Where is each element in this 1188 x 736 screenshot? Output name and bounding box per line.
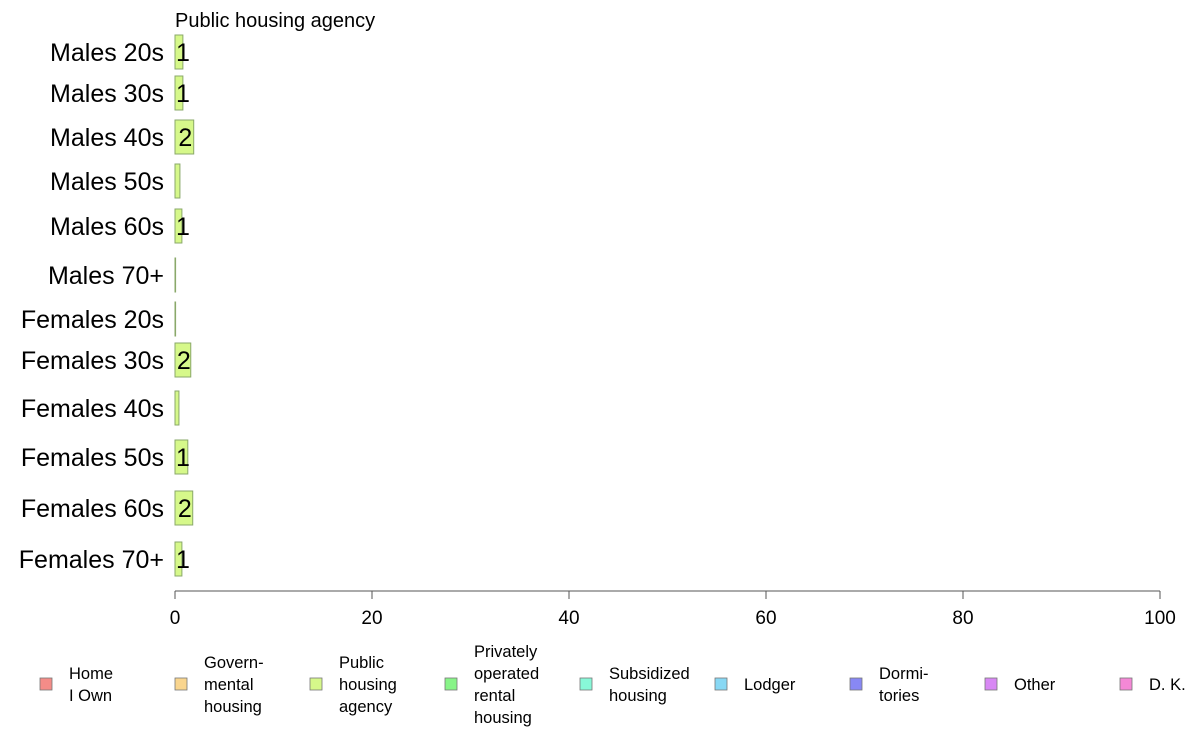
bar bbox=[174, 208, 183, 244]
legend-swatch bbox=[984, 677, 998, 691]
data-label: 1 bbox=[176, 444, 190, 472]
legend-label: mental bbox=[204, 676, 254, 694]
legend-label: housing bbox=[609, 687, 667, 705]
legend-label: D. K. bbox=[1149, 676, 1186, 694]
legend-swatch bbox=[849, 677, 863, 691]
legend-label: operated bbox=[474, 665, 539, 683]
x-tick-label: 100 bbox=[1144, 608, 1176, 629]
category-label: Females 70+ bbox=[19, 546, 164, 574]
bar bbox=[174, 301, 177, 337]
bar bbox=[174, 342, 192, 378]
category-label: Females 20s bbox=[21, 306, 164, 334]
data-label: 2 bbox=[178, 124, 192, 152]
bar bbox=[174, 439, 189, 475]
legend-label: rental bbox=[474, 687, 515, 705]
legend-label: Subsidized bbox=[609, 665, 690, 683]
data-label: 1 bbox=[176, 213, 190, 241]
data-label: 1 bbox=[176, 39, 190, 67]
legend-swatch bbox=[174, 677, 188, 691]
bar bbox=[174, 257, 177, 293]
data-label: 2 bbox=[177, 347, 191, 375]
bar bbox=[174, 490, 194, 526]
bar bbox=[174, 34, 184, 70]
legend-label: I Own bbox=[69, 687, 112, 705]
category-label: Males 30s bbox=[50, 80, 164, 108]
legend-label: Dormi- bbox=[879, 665, 929, 683]
category-label: Males 70+ bbox=[48, 262, 164, 290]
legend-label: Lodger bbox=[744, 676, 796, 694]
legend-swatch bbox=[309, 677, 323, 691]
x-tick-label: 80 bbox=[952, 608, 973, 629]
legend-swatch bbox=[1119, 677, 1133, 691]
bar bbox=[174, 75, 184, 111]
category-label: Males 50s bbox=[50, 168, 164, 196]
x-axis: 0 20 40 60 80 100 bbox=[170, 590, 1176, 629]
legend-swatch bbox=[579, 677, 593, 691]
legend-label: housing bbox=[204, 698, 262, 716]
legend-label: tories bbox=[879, 687, 919, 705]
legend-swatch bbox=[714, 677, 728, 691]
legend-swatch bbox=[39, 677, 53, 691]
bars-layer: Males 20s 1 Males 30s 1 Males 40s 2 Males 50s M… bbox=[19, 34, 195, 577]
legend-swatch bbox=[444, 677, 458, 691]
bar bbox=[174, 390, 180, 426]
legend-label: housing bbox=[339, 676, 397, 694]
legend-label: Public bbox=[339, 654, 384, 672]
legend-label: agency bbox=[339, 698, 393, 716]
category-label: Males 40s bbox=[50, 124, 164, 152]
bar bbox=[174, 163, 181, 199]
legend-label: Govern- bbox=[204, 654, 264, 672]
legend-label: Home bbox=[69, 665, 113, 683]
legend-label: Privately bbox=[474, 643, 538, 661]
category-label: Females 50s bbox=[21, 444, 164, 472]
category-label: Females 40s bbox=[21, 395, 164, 423]
x-tick-label: 0 bbox=[170, 608, 181, 629]
x-tick-label: 40 bbox=[558, 608, 579, 629]
category-label: Females 30s bbox=[21, 347, 164, 375]
legend-label: housing bbox=[474, 709, 532, 727]
legend-label: Other bbox=[1014, 676, 1056, 694]
data-label: 1 bbox=[176, 546, 190, 574]
legend: Home I Own Govern-mental housing Public hous… bbox=[39, 643, 1186, 727]
x-tick-label: 20 bbox=[361, 608, 382, 629]
data-label: 1 bbox=[176, 80, 190, 108]
chart-title: Public housing agency bbox=[175, 10, 375, 32]
category-label: Males 60s bbox=[50, 213, 164, 241]
category-label: Females 60s bbox=[21, 495, 164, 523]
category-label: Males 20s bbox=[50, 39, 164, 67]
bar bbox=[174, 119, 195, 155]
x-tick-label: 60 bbox=[755, 608, 776, 629]
data-label: 2 bbox=[178, 495, 192, 523]
bar bbox=[174, 541, 183, 577]
